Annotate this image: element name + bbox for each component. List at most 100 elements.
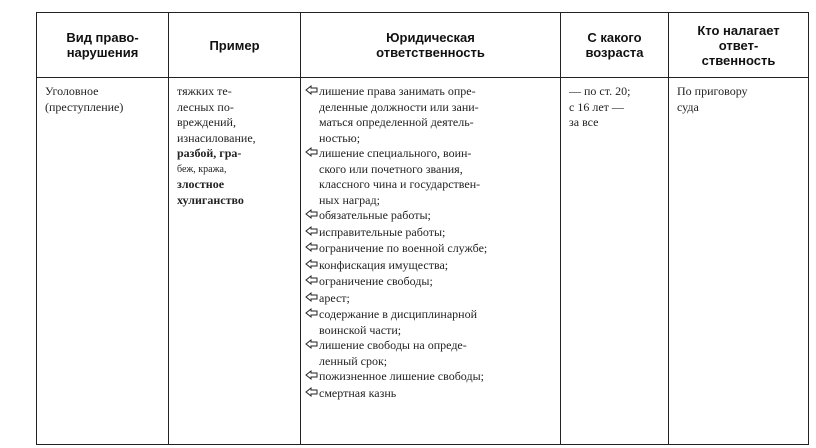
example-text: злостное: [177, 177, 225, 191]
liability-lines: лишение специального, воин-ского или поч…: [319, 146, 480, 208]
arrow-svg: [305, 291, 318, 302]
liability-text: смертная казнь: [319, 385, 397, 400]
arrow-icon: [305, 84, 319, 146]
header-row: Вид право-нарушения Пример Юридическая отве…: [36, 12, 809, 78]
liability-lines: содержание в дисциплинарной воинской част…: [319, 307, 477, 338]
arrow-icon: [305, 307, 319, 338]
liability-item: лишение права занимать опре-деленные дол…: [305, 84, 554, 146]
offense-text: (преступление): [45, 99, 124, 114]
table-container: Вид право-нарушения Пример Юридическая отве…: [36, 12, 809, 445]
body-row: Уголовное (преступление) тяжких те-лесных…: [36, 77, 809, 445]
header-text: ответственность: [376, 45, 485, 60]
arrow-svg: [305, 84, 318, 96]
header-text: ответ-: [718, 37, 759, 53]
arrow-icon: [305, 225, 319, 242]
liability-item: пожизненное лишение свободы;: [305, 369, 554, 386]
header-text: Кто налагает: [697, 22, 780, 38]
liability-text: ограничение по военной службе;: [319, 241, 488, 255]
header-cell: С какого возраста: [560, 12, 669, 78]
offense-cell: Уголовное (преступление): [36, 77, 169, 445]
liability-item: смертная казнь: [305, 386, 554, 403]
age-text: за все: [569, 115, 599, 129]
liability-lines: пожизненное лишение свободы;: [319, 369, 484, 386]
authority-text: По приговору: [677, 84, 748, 98]
age-text: с 16 лет —: [569, 99, 624, 114]
liability-text: лишение права занимать опре-: [319, 84, 476, 98]
liability-text: пожизненное лишение свободы;: [319, 369, 484, 383]
header-cell: Кто налагает ответ-ственность: [668, 12, 809, 78]
liability-text: лишение свободы на опреде-: [319, 338, 467, 352]
liability-lines: смертная казнь: [319, 386, 396, 403]
header-text: возраста: [585, 45, 644, 60]
example-text: вреждений,: [177, 115, 236, 129]
liability-text: классного чина и государствен-: [319, 177, 481, 191]
arrow-svg: [305, 307, 318, 319]
liability-item: арест;: [305, 291, 554, 308]
liability-item: обязательные работы;: [305, 208, 554, 225]
liability-text: ных наград;: [319, 192, 380, 207]
authority-cell: По приговору суда: [668, 77, 809, 445]
liability-lines: ограничение по военной службе;: [319, 241, 487, 258]
header-cell: Пример: [168, 12, 301, 78]
liability-item: содержание в дисциплинарной воинской част…: [305, 307, 554, 338]
liability-item: лишение специального, воин-ского или поч…: [305, 146, 554, 208]
liability-text: лишение специального, воин-: [319, 146, 472, 160]
arrow-svg: [305, 146, 318, 158]
liability-text: деленные должности или зани-: [319, 99, 479, 114]
example-text: лесных по-: [177, 99, 234, 114]
header-text: нарушения: [66, 45, 139, 60]
example-text: изнасилование,: [177, 130, 256, 145]
header-text: Вид право-: [66, 30, 139, 45]
arrow-svg: [305, 369, 318, 381]
liability-text: исправительные работы;: [319, 224, 446, 239]
liability-lines: ограничение свободы;: [319, 274, 433, 291]
liability-lines: исправительные работы;: [319, 225, 445, 242]
header-text: С какого: [587, 30, 642, 45]
liability-text: конфискация имущества;: [319, 257, 449, 272]
liability-lines: лишение свободы на опреде-ленный срок;: [319, 338, 467, 369]
liability-item: исправительные работы;: [305, 225, 554, 242]
offense-text: Уголовное: [45, 84, 99, 98]
arrow-svg: [305, 241, 318, 253]
example-text: хулиганство: [177, 192, 244, 207]
liability-text: ленный срок;: [319, 353, 388, 368]
age-text: — по ст. 20;: [569, 84, 631, 98]
examples-cell: тяжких те-лесных по-вреждений, изнасилова…: [168, 77, 301, 445]
liability-text: арест;: [319, 290, 350, 305]
arrow-icon: [305, 291, 319, 308]
liability-text: ностью;: [319, 130, 361, 145]
arrow-svg: [305, 258, 318, 269]
arrow-svg: [305, 225, 318, 236]
liability-text: обязательные работы;: [319, 208, 431, 222]
authority-text: суда: [677, 99, 699, 114]
liability-lines: конфискация имущества;: [319, 258, 448, 275]
arrow-svg: [305, 386, 318, 397]
age-cell: — по ст. 20; с 16 лет — за все: [560, 77, 669, 445]
arrow-icon: [305, 241, 319, 258]
liability-item: конфискация имущества;: [305, 258, 554, 275]
arrow-icon: [305, 208, 319, 225]
arrow-svg: [305, 208, 318, 220]
liability-text: воинской части;: [319, 322, 402, 337]
arrow-icon: [305, 338, 319, 369]
arrow-icon: [305, 258, 319, 275]
liability-lines: обязательные работы;: [319, 208, 431, 225]
arrow-svg: [305, 274, 318, 286]
liability-lines: арест;: [319, 291, 350, 308]
liability-item: ограничение по военной службе;: [305, 241, 554, 258]
liability-text: ского или почетного звания,: [319, 161, 463, 176]
liability-item: ограничение свободы;: [305, 274, 554, 291]
header-text: Пример: [209, 37, 260, 53]
header-text: Юридическая: [386, 30, 475, 45]
header-text: ственность: [701, 52, 776, 68]
liability-lines: лишение права занимать опре-деленные дол…: [319, 84, 479, 146]
liability-item: лишение свободы на опреде-ленный срок;: [305, 338, 554, 369]
liability-cell: лишение права занимать опре-деленные дол…: [300, 77, 561, 445]
example-text: тяжких те-: [177, 84, 232, 98]
example-text: беж, кража,: [177, 163, 227, 175]
liability-text: ограничение свободы;: [319, 274, 433, 288]
arrow-svg: [305, 338, 318, 350]
liability-text: содержание в дисциплинарной: [319, 307, 477, 321]
example-text: разбой, гра-: [177, 146, 242, 160]
arrow-icon: [305, 146, 319, 208]
